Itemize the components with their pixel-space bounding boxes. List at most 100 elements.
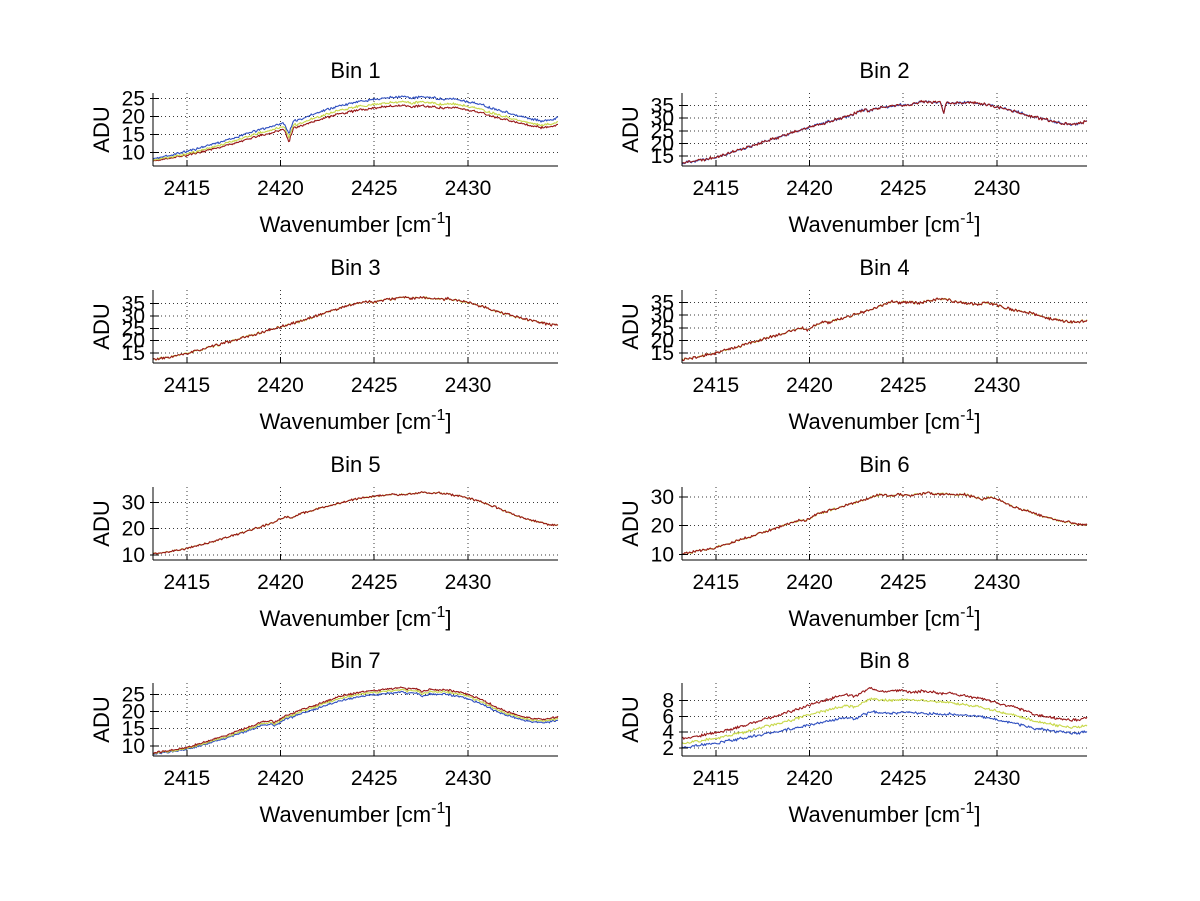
x-axis-label: Wavenumber [cm-1]: [260, 210, 452, 237]
x-tick-label: 2420: [786, 177, 833, 200]
y-tick-label: 15: [651, 145, 674, 168]
x-tick-label: 2415: [692, 177, 739, 200]
y-axis-label: ADU: [618, 106, 643, 152]
spectrum-red-line: [152, 686, 559, 755]
x-axis-label: Wavenumber [cm-1]: [789, 407, 981, 434]
y-tick-label: 20: [122, 518, 145, 541]
y-axis-label: ADU: [618, 500, 643, 546]
axes: [679, 93, 1087, 167]
grid: [682, 93, 1087, 166]
y-tick-label: 25: [122, 684, 145, 707]
series-group: [152, 95, 559, 162]
x-tick-label: 2420: [786, 374, 833, 397]
spectrum-yellow-line: [152, 100, 559, 161]
x-axis-label-sup: -1: [431, 407, 445, 424]
spectrum-red-line: [681, 686, 1088, 740]
y-tick-label: 10: [122, 735, 145, 758]
y-tick-label: 20: [651, 515, 674, 538]
y-tick-label: 30: [651, 107, 674, 130]
x-tick-label: 2415: [692, 571, 739, 594]
x-tick-label: 2430: [445, 177, 492, 200]
x-axis-label: Wavenumber [cm-1]: [789, 800, 981, 827]
spectrum-yellow-line: [681, 297, 1088, 361]
grid: [153, 487, 558, 560]
x-axis-label-close: ]: [445, 212, 451, 237]
y-axis-label: ADU: [89, 500, 114, 546]
subplot-bin-2: 2415 2420 2425 2430 15 20 25 30 35 Bin 2 ADU Wavenu…: [600, 45, 1200, 245]
x-axis-label-close: ]: [445, 802, 451, 827]
x-tick-label: 2415: [692, 767, 739, 790]
y-tick-label: 8: [662, 690, 674, 713]
x-axis-label-sup: -1: [960, 800, 974, 817]
y-tick-label: 4: [662, 721, 674, 744]
y-tick-label: 35: [651, 292, 674, 315]
x-tick-label: 2425: [880, 767, 927, 790]
x-tick-label: 2430: [974, 767, 1021, 790]
x-tick-label: 2415: [163, 767, 210, 790]
y-tick-label: 25: [122, 317, 145, 340]
y-tick-label: 20: [122, 106, 145, 129]
subplot-title: Bin 3: [330, 255, 380, 280]
series-group: [152, 686, 559, 756]
spectrum-blue-line: [152, 95, 559, 160]
series-group: [681, 99, 1088, 165]
grid: [153, 290, 558, 363]
y-axis-label: ADU: [618, 303, 643, 349]
spectrum-blue-line: [152, 690, 559, 756]
subplot-bin-6-svg: 2415 2420 2425 2430 10 20 30 Bin 6 ADU Wavenumber…: [618, 452, 1088, 631]
spectrum-red-line: [681, 99, 1088, 164]
x-tick-label: 2425: [880, 374, 927, 397]
x-tick-label: 2430: [974, 177, 1021, 200]
y-tick-label: 30: [651, 486, 674, 509]
x-tick-label: 2415: [163, 571, 210, 594]
x-axis-label-prefix: Wavenumber [cm: [260, 606, 432, 631]
x-tick-label: 2415: [692, 374, 739, 397]
x-tick-label: 2430: [445, 374, 492, 397]
x-axis-label-prefix: Wavenumber [cm: [789, 409, 961, 434]
x-axis-label: Wavenumber [cm-1]: [260, 407, 452, 434]
x-axis-label: Wavenumber [cm-1]: [789, 604, 981, 631]
y-tick-label: 15: [651, 342, 674, 365]
y-tick-label: 30: [122, 305, 145, 328]
subplot-bin-5: 2415 2420 2425 2430 10 20 30 Bin 5 ADU Wavenumber…: [0, 439, 600, 639]
series-group: [152, 295, 559, 361]
x-axis-label-close: ]: [445, 409, 451, 434]
spectrum-red-line: [152, 295, 559, 361]
subplot-bin-7: 2415 2420 2425 2430 10 15 20 25 Bin 7 ADU Wavenumb…: [0, 635, 600, 835]
subplot-bin-8: 2415 2420 2425 2430 2 4 6 8 Bin 8 ADU Wavenumber […: [600, 635, 1200, 835]
x-axis-label: Wavenumber [cm-1]: [260, 604, 452, 631]
subplot-title: Bin 1: [330, 58, 380, 83]
axes: [679, 487, 1087, 561]
spectrum-red-line: [681, 491, 1088, 555]
y-axis-label: ADU: [89, 303, 114, 349]
subplot-title: Bin 8: [859, 648, 909, 673]
axes: [150, 683, 558, 757]
spectrum-yellow-line: [152, 688, 559, 755]
spectrum-blue-line: [681, 100, 1088, 165]
subplot-bin-1: 2415 2420 2425 2430 10 15 20 25 Bin 1 ADU Wavenumb…: [0, 45, 600, 245]
y-tick-label: 25: [122, 87, 145, 110]
grid: [153, 683, 558, 756]
tick-labels: 2415 2420 2425 2430 10 20 30: [122, 492, 492, 594]
y-tick-label: 20: [651, 329, 674, 352]
axes: [150, 487, 558, 561]
x-axis-label-close: ]: [974, 212, 980, 237]
x-axis-label-sup: -1: [960, 604, 974, 621]
x-axis-label-close: ]: [974, 409, 980, 434]
spectrum-yellow-line: [681, 491, 1088, 556]
subplot-bin-4: 2415 2420 2425 2430 15 20 25 30 35 Bin 4 ADU Wavenu…: [600, 242, 1200, 442]
spectrum-red-line: [152, 491, 559, 555]
spectrum-blue-line: [681, 710, 1088, 749]
x-tick-label: 2420: [786, 571, 833, 594]
y-tick-label: 10: [122, 142, 145, 165]
x-tick-label: 2425: [880, 177, 927, 200]
y-tick-label: 20: [651, 132, 674, 155]
subplot-bin-5-svg: 2415 2420 2425 2430 10 20 30 Bin 5 ADU Wavenumber…: [89, 452, 559, 631]
